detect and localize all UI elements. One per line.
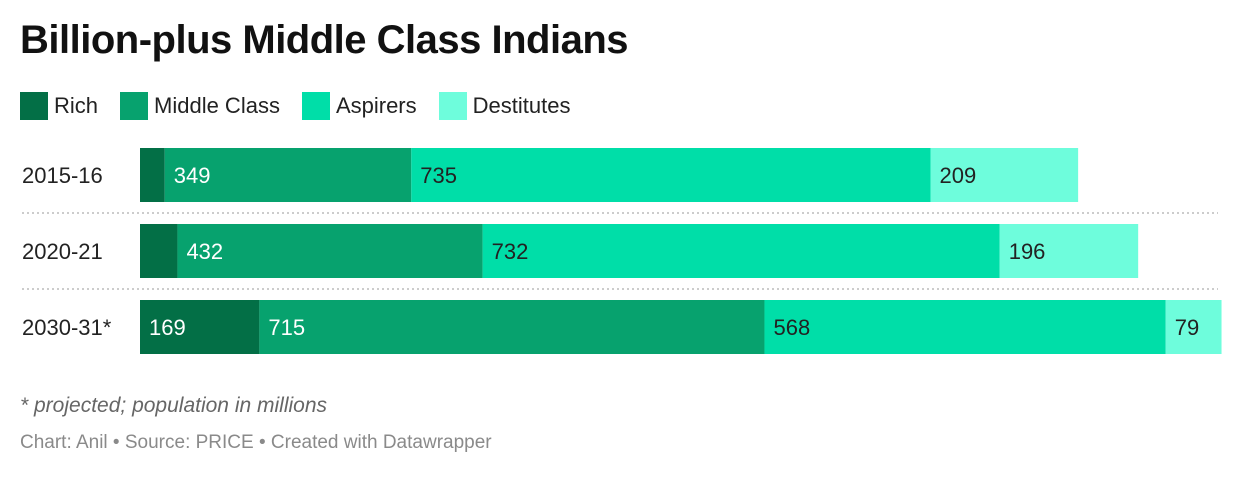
data-label-aspirers-2020-21: 732: [492, 239, 529, 264]
data-label-aspirers-2015-16: 735: [420, 163, 457, 188]
data-label-middle-class-2015-16: 349: [174, 163, 211, 188]
bar-aspirers-2030-31: [764, 300, 1166, 354]
bar-aspirers-2020-21: [482, 224, 1000, 278]
category-label-2020-21: 2020-21: [22, 239, 103, 264]
bar-aspirers-2015-16: [411, 148, 931, 202]
legend-label-middle-class: Middle Class: [154, 93, 280, 118]
legend-item-rich: Rich: [20, 92, 98, 120]
legend-label-aspirers: Aspirers: [335, 93, 417, 118]
bar-rich-2030-31: [140, 300, 260, 354]
legend-item-destitutes: Destitutes: [438, 92, 571, 120]
legend-label-destitutes: Destitutes: [472, 93, 571, 118]
data-label-middle-class-2020-21: 432: [186, 239, 223, 264]
bar-rich-2015-16: [140, 148, 165, 202]
data-label-rich-2030-31: 169: [149, 315, 186, 340]
bar-middle-class-2015-16: [164, 148, 412, 202]
bar-middle-class-2030-31: [259, 300, 765, 354]
bar-destitutes-2015-16: [930, 148, 1079, 202]
bar-destitutes-2020-21: [999, 224, 1139, 278]
legend-item-aspirers: Aspirers: [301, 92, 417, 120]
legend-swatch-rich: [20, 92, 48, 120]
bar-middle-class-2020-21: [177, 224, 483, 278]
source-credit: Chart: Anil • Source: PRICE • Created wi…: [20, 432, 492, 453]
legend-swatch-aspirers: [301, 92, 330, 120]
legend-swatch-middle-class: [120, 92, 149, 120]
bar-destitutes-2030-31: [1165, 300, 1222, 354]
legend-swatch-destitutes: [438, 92, 467, 120]
data-label-aspirers-2030-31: 568: [773, 315, 810, 340]
legend-item-middle-class: Middle Class: [120, 92, 280, 120]
chart-title: Billion-plus Middle Class Indians: [20, 18, 629, 62]
stacked-bar-chart: 2015-16 349 735 209 2020-21 432 732 196 2030-31*…: [22, 148, 1222, 354]
legend-label-rich: Rich: [54, 93, 99, 118]
data-label-destitutes-2020-21: 196: [1009, 239, 1046, 264]
data-label-destitutes-2030-31: 79: [1175, 315, 1199, 340]
category-label-2015-16: 2015-16: [22, 163, 103, 188]
data-label-destitutes-2015-16: 209: [939, 163, 976, 188]
bar-rich-2020-21: [140, 224, 178, 278]
legend: Rich Middle Class Aspirers Destitutes: [20, 92, 570, 120]
category-label-2030-31: 2030-31*: [22, 315, 112, 340]
data-label-middle-class-2030-31: 715: [268, 315, 305, 340]
footnote: * projected; population in millions: [20, 394, 328, 417]
